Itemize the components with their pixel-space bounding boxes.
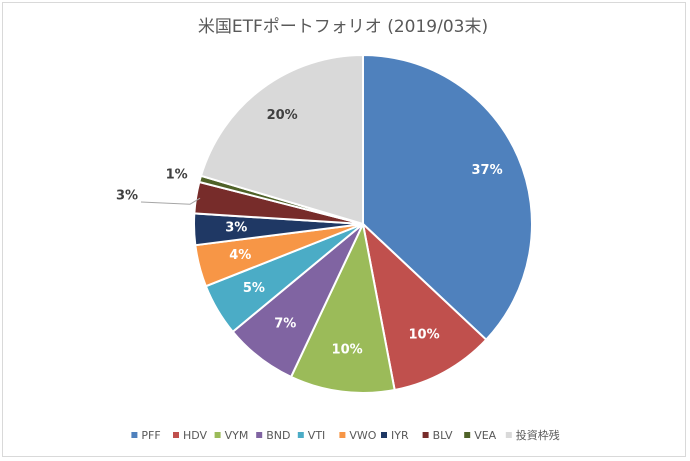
- data-label: 7%: [274, 317, 296, 332]
- pie-slice--: [199, 53, 364, 226]
- legend-label: VYM: [225, 429, 249, 442]
- legend-label: PFF: [141, 429, 160, 442]
- pie-slice-hdv: [361, 221, 488, 392]
- legend-swatch: [173, 432, 179, 438]
- data-label: 1%: [166, 168, 188, 183]
- legend-item: BLV: [422, 429, 453, 442]
- data-label: 20%: [267, 108, 298, 123]
- data-label: 3%: [225, 220, 247, 235]
- legend-swatch: [297, 432, 304, 438]
- legend-label: IYR: [391, 429, 409, 442]
- legend-label: HDV: [183, 429, 208, 442]
- legend-item: 投資枠残: [505, 428, 560, 442]
- legend-swatch: [422, 432, 429, 438]
- pie-slice-vym: [289, 220, 396, 394]
- data-label: 4%: [229, 248, 251, 263]
- pie-slice-pff: [362, 53, 533, 342]
- legend-label: BND: [266, 429, 290, 442]
- legend-swatch: [214, 432, 221, 438]
- legend-item: VTI: [297, 429, 326, 442]
- leader-line: [140, 197, 201, 205]
- legend-swatch: [339, 432, 346, 438]
- legend-swatch: [464, 432, 471, 438]
- legend-item: PFF: [131, 429, 161, 442]
- data-label: 10%: [408, 328, 439, 343]
- legend-swatch: [381, 432, 387, 438]
- legend-item: VWO: [339, 429, 377, 442]
- legend-item: VYM: [214, 429, 249, 442]
- data-label: 37%: [472, 163, 503, 178]
- legend-label: VWO: [349, 429, 376, 442]
- data-label: 5%: [243, 281, 265, 296]
- chart-title: 米国ETFポートフォリオ (2019/03末): [197, 17, 489, 37]
- legend-label: VEA: [474, 429, 496, 442]
- data-label: 10%: [332, 342, 363, 357]
- legend-label: BLV: [433, 429, 453, 442]
- legend-item: BND: [256, 429, 290, 442]
- legend-item: VEA: [464, 429, 497, 442]
- data-label: 3%: [116, 189, 138, 204]
- legend-swatch: [505, 432, 512, 438]
- legend-item: HDV: [173, 429, 208, 442]
- legend-swatch: [256, 432, 263, 438]
- legend-item: IYR: [381, 429, 409, 442]
- legend-label: 投資枠残: [516, 428, 560, 442]
- legend-label: VTI: [308, 429, 326, 442]
- legend-swatch: [131, 432, 138, 438]
